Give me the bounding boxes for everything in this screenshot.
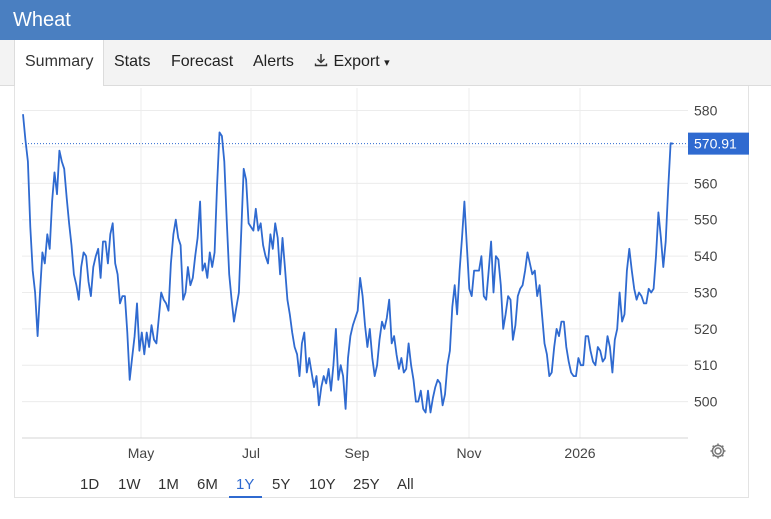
x-tick-label: May [128,445,154,461]
selected-range-indicator [229,496,262,498]
y-tick-label: 550 [694,212,718,228]
download-icon [314,54,328,67]
chevron-down-icon: ▾ [384,57,390,69]
y-tick-label: 500 [694,394,718,410]
x-tick-label: Nov [457,445,482,461]
y-tick-label: 520 [694,321,718,337]
chart-frame [14,86,749,498]
range-10y[interactable]: 10Y [309,476,336,493]
range-1w[interactable]: 1W [118,476,141,493]
chart-grid [22,88,688,438]
tab-bar: Summary Stats Forecast Alerts Export ▾ [0,40,771,86]
window-titlebar: Wheat [0,0,771,40]
range-1m[interactable]: 1M [158,476,179,493]
price-series-line [22,114,674,414]
range-5y[interactable]: 5Y [272,476,291,493]
tab-export[interactable]: Export ▾ [303,40,400,85]
range-1y[interactable]: 1Y [236,476,255,493]
range-6m[interactable]: 6M [197,476,218,493]
range-all[interactable]: All [397,476,414,493]
gear-icon[interactable] [708,441,728,461]
tab-alerts[interactable]: Alerts [253,53,294,70]
current-price-label: 570.91 [694,136,737,152]
current-price-badge [688,132,749,155]
x-axis: May Jul Sep Nov 2026 [22,437,688,461]
y-tick-label: 560 [694,175,718,191]
range-25y[interactable]: 25Y [353,476,380,493]
y-tick-label: 510 [694,357,718,373]
y-tick-label: 580 [694,103,718,119]
x-tick-label: 2026 [564,445,595,461]
tab-summary[interactable]: Summary [14,40,104,86]
x-tick-label: Sep [345,445,370,461]
export-label: Export [333,53,380,70]
y-tick-label: 530 [694,284,718,300]
tab-forecast[interactable]: Forecast [171,53,234,70]
tab-stats[interactable]: Stats [114,53,151,70]
x-tick-label: Jul [242,445,260,461]
y-tick-label: 540 [694,248,718,264]
app-title: Wheat [13,9,71,31]
range-1d[interactable]: 1D [80,476,100,493]
